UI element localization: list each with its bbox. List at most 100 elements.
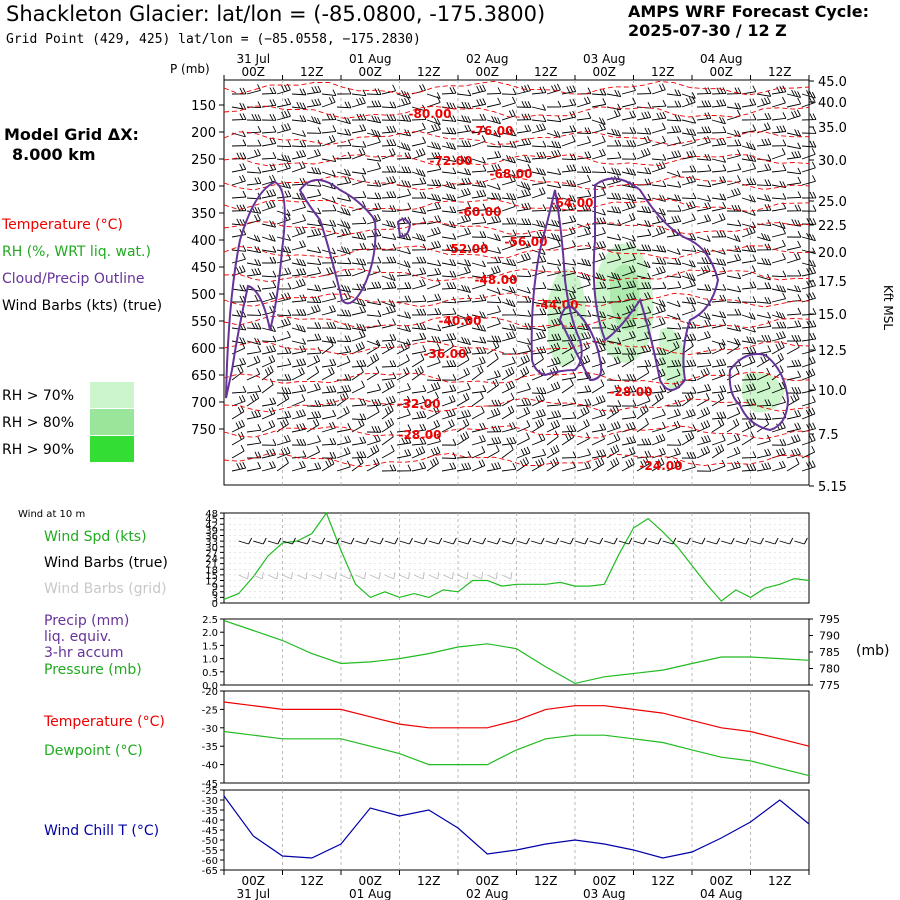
wind-barb: [786, 376, 801, 381]
surface-wind-barb: [399, 540, 410, 545]
wind-barb: [584, 127, 589, 134]
surface-wind-barb: [803, 537, 808, 545]
wind-barb: [786, 132, 801, 137]
wind-barb: [707, 464, 712, 472]
wind-barb: [771, 298, 786, 303]
wind-barb: [719, 359, 724, 366]
wind-barb: [317, 322, 322, 329]
wind-barb: [632, 436, 637, 443]
wind-barb: [392, 281, 397, 288]
wind-barb: [576, 454, 591, 459]
wind-barb: [692, 245, 697, 252]
wind-barb: [482, 260, 486, 267]
wind-barb: [527, 113, 532, 120]
surface-wind-barb-grid: [370, 574, 380, 580]
wind-barb: [782, 460, 786, 468]
wind-barb: [456, 352, 471, 355]
wind-barb: [231, 288, 246, 292]
wind-barb: [287, 98, 292, 105]
wind-barb: [636, 153, 651, 160]
wind-barb: [375, 353, 380, 360]
wind-barb: [786, 440, 801, 446]
time-axis: 00Z00Z12Z12Z00Z00Z12Z12Z00Z00Z12Z12Z00Z0…: [223, 52, 810, 900]
station-title: Shackleton Glacier: lat/lon = (-85.0800,…: [6, 2, 546, 26]
wind-barb: [452, 194, 457, 202]
wind-barb: [359, 306, 364, 313]
wind-barb: [471, 327, 486, 332]
wind-barb: [321, 286, 336, 290]
wind-barb: [361, 174, 366, 182]
wind-barb: [287, 358, 292, 365]
wind-barb: [538, 459, 542, 466]
wind-barb: [331, 134, 336, 142]
wind-barb: [811, 445, 816, 453]
wind-barb: [471, 371, 484, 381]
wind-barb: [644, 292, 648, 300]
wind-barb: [287, 318, 291, 325]
wind-speed-tick-label: 6: [212, 588, 218, 599]
wind-barb: [356, 298, 360, 305]
wind-barb: [766, 381, 771, 389]
wind-barb: [746, 178, 751, 185]
wind-barb: [426, 232, 441, 238]
wind-barb: [531, 193, 546, 199]
wind-barb: [719, 311, 724, 318]
wind-barb: [491, 335, 496, 342]
wind-barb: [596, 242, 601, 249]
wind-barb: [467, 286, 471, 293]
wind-barb: [237, 367, 242, 374]
wind-barb: [806, 268, 811, 275]
wind-barb: [377, 426, 382, 433]
wind-barb: [587, 111, 592, 119]
wind-barb: [317, 410, 322, 418]
wind-barb: [296, 308, 301, 316]
date-label: 31 Jul: [236, 52, 270, 66]
wind-barb: [482, 98, 487, 105]
surface-wind-barb-grid: [466, 571, 469, 580]
surface-wind-barb: [735, 540, 747, 545]
wind-barb: [377, 383, 382, 391]
wind-barb: [336, 132, 351, 136]
wind-barb: [242, 357, 247, 365]
wind-barb: [809, 292, 813, 300]
wind-barb: [647, 87, 652, 94]
wind-barb: [614, 272, 618, 280]
height-tick-label: 7.5: [818, 428, 839, 443]
wind-barb: [621, 116, 636, 121]
wind-barb: [806, 280, 811, 288]
wind-barb: [359, 243, 364, 250]
wind-barb: [285, 392, 290, 399]
wind-barb: [546, 119, 561, 123]
wind-barb: [646, 148, 651, 155]
wind-barb: [456, 233, 471, 238]
wind-barb: [317, 246, 322, 254]
wind-barb: [746, 244, 751, 252]
wind-barb: [351, 327, 366, 332]
wind-barb: [389, 101, 394, 108]
wind-barb: [711, 197, 726, 201]
wind-barb: [286, 209, 291, 216]
wind-barb: [471, 314, 486, 319]
wind-barb: [546, 425, 560, 433]
wind-barb: [606, 157, 621, 160]
wind-barb: [677, 114, 682, 122]
wind-barb: [647, 359, 652, 367]
wind-barb: [404, 437, 409, 444]
wind-barb: [246, 361, 261, 368]
wind-barb: [416, 256, 421, 264]
wind-barb: [640, 460, 645, 468]
wind-barb: [766, 96, 771, 104]
surface-wind-barb: [760, 537, 764, 545]
wind-barb: [704, 284, 709, 291]
wind-barb: [449, 87, 454, 94]
wind-barb: [491, 192, 496, 199]
wind-barb: [494, 399, 499, 407]
wind-barb: [752, 296, 757, 303]
wind-barb: [666, 301, 681, 308]
wind-barb: [746, 141, 750, 149]
wind-barb: [321, 427, 336, 433]
wind-barb: [764, 233, 768, 241]
wind-barb: [692, 386, 697, 394]
wind-barb: [299, 279, 303, 286]
wind-barb: [419, 177, 424, 185]
